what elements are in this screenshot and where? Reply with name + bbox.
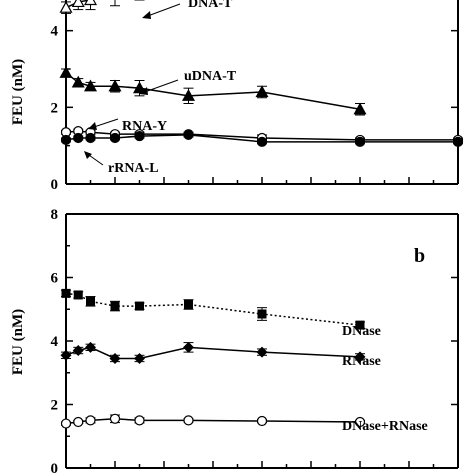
panel-a-point-3 [73,132,84,144]
panel-a-point-3 [256,136,268,147]
panel-b-point-2 [256,415,268,427]
panel-a-ytick-label: 4 [51,24,59,40]
panel-a-point-3 [134,130,145,142]
arrowhead-dna-t [142,11,151,19]
panel-b-point-2 [60,418,72,429]
panel-a-point-0 [71,0,85,8]
panel-a-ytick-label: 2 [51,100,59,116]
panel-b-point-0 [73,290,83,300]
panel-b-point-0 [257,309,267,319]
annotation-udna-t: uDNA-T [184,69,237,84]
panel-b-point-0 [184,299,193,309]
panel-b-point-1 [85,341,96,353]
panel-b-ytick-label: 4 [51,334,59,350]
panel-b-point-1 [60,349,72,361]
panel-a-series-line-0 [65,0,94,9]
panel-a-point-1 [255,85,269,98]
panel-b-y-label: FEU (nM) [10,309,26,375]
panel-a-y-label: FEU (nM) [10,59,26,125]
panel-a-point-1 [59,66,73,78]
panel-b-point-1 [183,341,194,353]
panel-b-series-line-1 [65,346,361,360]
panel-a-point-3 [85,132,96,144]
arrow-dna-t [144,3,181,18]
panel-b-point-2 [85,415,96,426]
legend-dnase-rnase: DNase+RNase [342,419,428,434]
panel-a-point-0 [83,0,98,6]
annotation-rrna-l: rRNA-L [108,161,159,176]
legend-rnase: RNase [342,354,381,369]
panel-b-point-0 [86,296,95,306]
panel-b-point-0 [355,320,365,330]
panel-b-ytick-label: 2 [51,398,59,414]
panel-b-letter: b [414,245,425,267]
panel-a-point-3 [452,136,464,147]
legend-dnase: DNase [342,324,381,339]
panel-a-ytick-label: 0 [51,177,59,193]
annotation-rna-y: RNA-Y [122,119,167,134]
panel-b-ytick-label: 0 [51,461,59,474]
panel-b: FEU (nM) b 0 2 4 6 8 DNase RNase DNase+RNase [10,207,459,474]
panel-a-point-1 [353,102,367,115]
panel-b-point-2 [73,416,84,428]
panel-b-point-1 [256,346,268,358]
panel-b-ytick-label: 6 [51,271,59,287]
panel-b-point-1 [134,352,145,364]
panel-a-point-1 [83,79,98,92]
panel-a-point-3 [109,132,121,144]
arrowhead-udna-t [139,87,148,95]
panel-a-point-1 [108,79,122,92]
arrow-udna-t [141,79,179,94]
arrowhead-rna-y [88,122,97,130]
panel-a-point-1 [71,75,85,88]
panel-b-point-0 [135,301,144,311]
panel-b-series-line-0 [65,292,361,326]
panel-b-point-0 [61,288,71,298]
annotation-dna-t: DNA-T [188,0,233,11]
panel-a-point-3 [183,129,194,141]
panel-b-point-1 [109,352,121,364]
panel-a-point-3 [354,136,366,147]
panel-b-point-1 [72,345,84,357]
panel-b-point-1 [354,351,366,363]
panel-b-point-2 [183,415,194,426]
panel-a-point-3 [60,134,72,146]
panel-a-point-0 [59,0,73,13]
panel-b-point-2 [109,413,121,424]
panel-b-point-2 [134,415,145,426]
panel-a-point-1 [132,81,147,94]
arrowhead-rrna-l [84,151,92,159]
panel-b-ytick-label: 8 [51,207,59,223]
panel-b-point-2 [354,416,366,428]
panel-b-point-0 [110,301,120,311]
panel-a-point-1 [181,89,196,101]
